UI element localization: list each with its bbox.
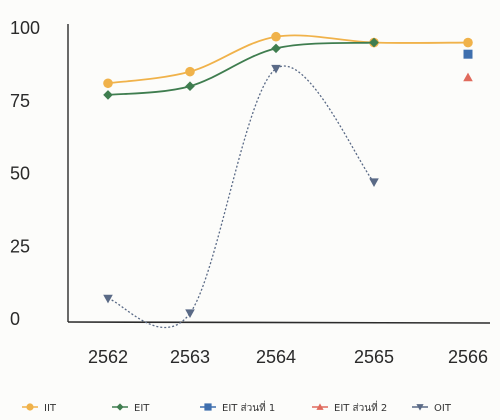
x-tick-label: 2564 bbox=[256, 347, 296, 367]
y-tick-label: 100 bbox=[10, 18, 40, 38]
data-point bbox=[369, 178, 379, 188]
data-point bbox=[271, 43, 281, 54]
data-point bbox=[271, 64, 281, 74]
legend-item: EIT bbox=[112, 403, 150, 414]
y-tick-label: 50 bbox=[10, 164, 30, 184]
legend-label: IIT bbox=[44, 403, 57, 414]
x-tick-label: 2566 bbox=[448, 347, 488, 367]
legend-label: OIT bbox=[434, 403, 452, 414]
legend-label: EIT ส่วนที่ 1 bbox=[222, 400, 275, 414]
x-tick-label: 2565 bbox=[354, 347, 394, 367]
legend-marker bbox=[204, 403, 212, 411]
y-tick-label: 75 bbox=[10, 91, 30, 111]
y-tick-label: 0 bbox=[10, 309, 20, 329]
y-tick-labels: 0 25 50 75 100 bbox=[10, 18, 40, 329]
x-tick-label: 2563 bbox=[170, 347, 210, 367]
axes bbox=[67, 24, 491, 324]
series-layer bbox=[103, 31, 473, 329]
data-point bbox=[369, 37, 379, 48]
data-point bbox=[103, 90, 113, 100]
series-line bbox=[107, 41, 375, 96]
data-point bbox=[185, 81, 195, 91]
data-point bbox=[103, 294, 113, 304]
data-point bbox=[463, 72, 473, 82]
legend-marker bbox=[416, 404, 424, 411]
legend-marker bbox=[116, 403, 124, 411]
data-point bbox=[271, 31, 281, 42]
series-eit bbox=[103, 37, 379, 100]
legend-item: OIT bbox=[412, 403, 452, 414]
x-axis-line bbox=[67, 321, 491, 324]
legend-item: IIT bbox=[22, 403, 57, 414]
series-line bbox=[107, 34, 469, 85]
series-eit-ส่วนที่-1 bbox=[463, 49, 473, 59]
data-point bbox=[463, 49, 473, 59]
data-point bbox=[185, 66, 195, 77]
x-tick-label: 2562 bbox=[88, 347, 128, 367]
data-point bbox=[463, 37, 473, 48]
x-tick-labels: 2562 2563 2564 2565 2566 bbox=[88, 347, 488, 367]
legend-label: EIT ส่วนที่ 2 bbox=[334, 400, 387, 414]
data-point bbox=[103, 78, 113, 89]
legend-item: EIT ส่วนที่ 1 bbox=[200, 400, 275, 414]
legend-item: EIT ส่วนที่ 2 bbox=[312, 400, 387, 414]
y-tick-label: 25 bbox=[10, 236, 30, 256]
series-iit bbox=[103, 31, 473, 89]
legend-marker bbox=[316, 403, 324, 410]
legend-marker bbox=[26, 403, 34, 411]
series-line bbox=[107, 65, 375, 329]
series-eit-ส่วนที่-2 bbox=[463, 72, 473, 82]
legend: IIT EIT EIT ส่วนที่ 1 EIT ส่วนที่ 2 OIT bbox=[22, 400, 452, 414]
data-point bbox=[185, 309, 195, 318]
series-oit bbox=[103, 64, 379, 329]
legend-label: EIT bbox=[134, 403, 150, 414]
